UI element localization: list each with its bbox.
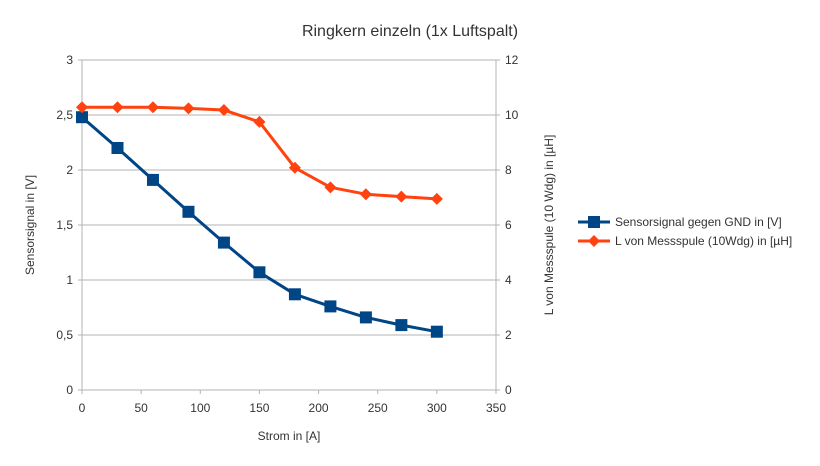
chart-title: Ringkern einzeln (1x Luftspalt) — [302, 23, 518, 40]
data-point — [217, 104, 230, 117]
data-point — [111, 101, 124, 114]
x-axis-label: Strom in [A] — [258, 429, 321, 443]
y2-tick-label: 10 — [505, 108, 519, 122]
data-point — [430, 192, 443, 205]
data-point — [253, 266, 266, 279]
data-point — [324, 181, 337, 194]
series-group — [76, 101, 443, 338]
y2-tick-label: 12 — [505, 53, 519, 67]
legend: Sensorsignal gegen GND in [V] L von Messs… — [578, 215, 792, 248]
y2-tick-label: 0 — [505, 383, 512, 397]
axes: 0 0,5 1 1,5 2 2,5 3 0 2 4 6 8 10 12 0 50 100 150 200 250 300… — [56, 53, 518, 415]
data-point — [182, 205, 195, 218]
data-point — [395, 190, 408, 203]
data-point — [359, 188, 372, 201]
data-point — [588, 235, 600, 247]
y-tick-label: 2 — [66, 163, 73, 177]
x-tick-label: 250 — [368, 401, 388, 415]
data-point — [111, 142, 124, 154]
data-point — [182, 102, 195, 115]
data-point — [76, 111, 88, 124]
y-tick-label: 3 — [66, 53, 73, 67]
y2-tick-label: 6 — [505, 218, 512, 232]
data-point — [430, 325, 443, 338]
gridlines — [82, 59, 496, 391]
y2-tick-label: 2 — [505, 328, 512, 342]
data-point — [146, 101, 159, 114]
data-point — [288, 288, 301, 301]
data-point — [324, 300, 337, 313]
series-line — [81, 116, 438, 334]
x-tick-label: 0 — [79, 401, 86, 415]
data-point — [359, 311, 372, 324]
legend-label: L von Messspule (10Wdg) in [µH] — [615, 234, 792, 248]
x-tick-label: 150 — [249, 401, 269, 415]
data-point — [253, 115, 266, 128]
data-point — [217, 236, 230, 249]
data-point — [395, 319, 408, 332]
y-axis-label: Sensorsignal in [V] — [23, 175, 37, 275]
data-point — [288, 161, 301, 174]
y-tick-label: 2,5 — [56, 108, 73, 122]
x-tick-label: 200 — [309, 401, 329, 415]
x-tick-label: 300 — [427, 401, 447, 415]
data-point — [76, 101, 88, 114]
y2-tick-label: 8 — [505, 163, 512, 177]
y-tick-label: 0 — [66, 383, 73, 397]
x-tick-label: 50 — [134, 401, 148, 415]
legend-label: Sensorsignal gegen GND in [V] — [615, 215, 782, 229]
y2-axis-label: L von Messspule (10 Wdg) in [µH] — [542, 135, 556, 316]
data-point — [146, 173, 159, 186]
data-point — [588, 216, 600, 228]
y-tick-label: 0,5 — [56, 328, 73, 342]
y-tick-label: 1 — [66, 273, 73, 287]
x-tick-label: 350 — [486, 401, 506, 415]
x-tick-label: 100 — [190, 401, 210, 415]
y-tick-label: 1,5 — [56, 218, 73, 232]
y2-tick-label: 4 — [505, 273, 512, 287]
